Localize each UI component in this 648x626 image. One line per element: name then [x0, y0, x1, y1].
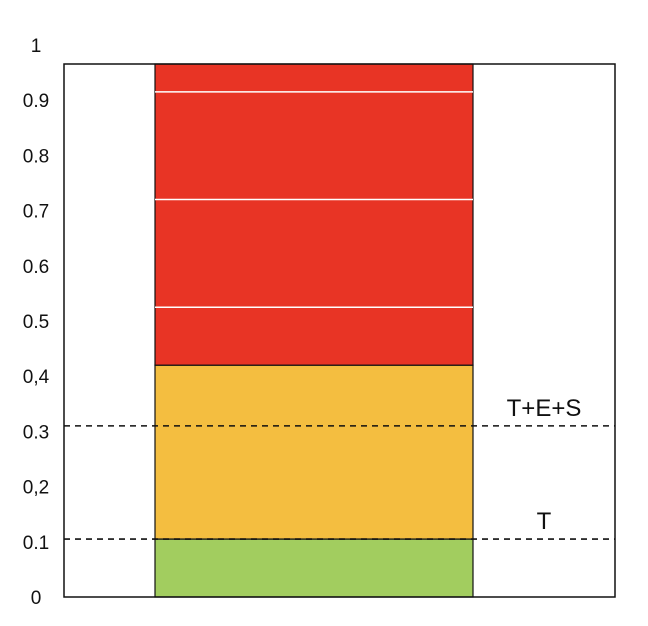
y-tick-label-5: 0.5	[23, 312, 49, 333]
plot-frame	[63, 63, 616, 598]
divider-layer	[155, 91, 473, 308]
bar-segment-1	[154, 364, 474, 540]
reference-line-layer: T+E+S T	[64, 395, 615, 540]
y-tick-label-3: 0.3	[23, 422, 49, 443]
y-tick-label-2: 0,2	[23, 478, 49, 499]
y-tick-label-7: 0.7	[23, 202, 49, 223]
bar-layer	[154, 63, 474, 598]
reference-line-label-0: T+E+S	[507, 395, 582, 422]
y-tick-label-1: 0.1	[23, 533, 49, 554]
bar-segment-0	[154, 538, 474, 598]
y-tick-label-6: 0.6	[23, 257, 49, 278]
bar-segment-2	[154, 63, 474, 366]
y-tick-label-0: 0	[31, 588, 42, 609]
reference-line-label-1: T	[537, 508, 552, 535]
y-tick-label-4: 0,4	[23, 367, 50, 388]
y-axis-ticks: 0 0.1 0,2 0.3 0,4 0.5 0.6 0.7 0.8 0.9 1	[23, 36, 50, 609]
y-tick-label-10: 1	[31, 36, 42, 57]
y-tick-label-8: 0.8	[23, 146, 49, 167]
y-tick-label-9: 0.9	[23, 91, 49, 112]
